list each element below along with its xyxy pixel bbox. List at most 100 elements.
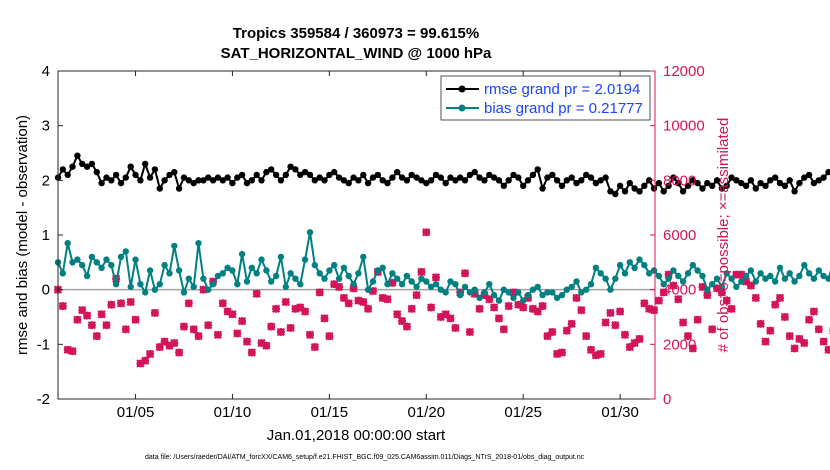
- rmse-point: [457, 174, 464, 181]
- rmse-point: [742, 182, 750, 189]
- rmse-point: [180, 174, 188, 181]
- right-y-tick-label: 10000: [663, 118, 705, 135]
- bias-point: [277, 253, 285, 261]
- rmse-point: [486, 171, 493, 179]
- bias-point: [529, 286, 537, 293]
- obs-assimilated-point: [194, 332, 203, 341]
- bias-point: [117, 253, 125, 261]
- obs-assimilated-point: [325, 332, 334, 341]
- rmse-point: [607, 188, 614, 195]
- bias-point: [675, 272, 682, 280]
- obs-assimilated-point: [189, 325, 198, 334]
- bias-point: [524, 291, 532, 299]
- bias-point: [539, 291, 546, 299]
- rmse-point: [738, 179, 745, 187]
- rmse-point: [791, 188, 798, 195]
- bias-point: [287, 270, 294, 277]
- obs-assimilated-point: [553, 349, 562, 359]
- right-y-tick-label: 2000: [663, 336, 696, 353]
- rmse-point: [316, 174, 323, 181]
- bias-point: [340, 264, 348, 271]
- obs-assimilated-point: [330, 280, 339, 289]
- rmse-point: [297, 171, 304, 179]
- bias-point: [398, 281, 406, 288]
- bias-point: [74, 256, 81, 263]
- obs-assimilated-point: [320, 314, 329, 323]
- obs-assimilated-point: [417, 267, 426, 277]
- obs-assimilated-point: [271, 304, 281, 313]
- rmse-point: [709, 182, 716, 189]
- bias-point: [641, 261, 648, 269]
- obs-assimilated-point: [708, 325, 717, 334]
- rmse-point: [142, 160, 149, 168]
- bias-point: [243, 278, 251, 285]
- obs-assimilated-point: [543, 332, 552, 341]
- bias-point: [195, 240, 202, 247]
- obs-assimilated-point: [499, 325, 508, 334]
- bias-point: [728, 275, 735, 282]
- bias-point: [500, 286, 507, 293]
- obs-assimilated-point: [620, 330, 630, 339]
- obs-assimilated-point: [470, 289, 479, 298]
- obs-assimilated-point: [446, 314, 455, 323]
- bias-point: [190, 283, 197, 291]
- bias-point: [69, 259, 76, 266]
- rmse-point: [786, 177, 793, 184]
- bias-point: [646, 270, 653, 277]
- left-y-tick-label: 0: [42, 282, 50, 299]
- bias-point: [151, 286, 159, 293]
- obs-assimilated-point: [393, 310, 402, 319]
- rmse-point: [510, 171, 517, 179]
- rmse-point: [418, 177, 425, 184]
- rmse-point: [248, 177, 255, 184]
- right-y-tick-label: 8000: [663, 172, 696, 189]
- bias-point: [597, 270, 604, 277]
- bias-point: [738, 278, 745, 285]
- right-y-tick-label: 12000: [663, 63, 705, 80]
- rmse-point: [394, 168, 401, 176]
- bias-point: [772, 278, 779, 285]
- obs-assimilated-point: [354, 296, 363, 305]
- bias-point: [791, 278, 798, 285]
- rmse-point: [238, 171, 246, 179]
- bias-point: [621, 270, 629, 277]
- obs-assimilated-point: [136, 359, 145, 368]
- right-y-tick-label: 0: [663, 391, 671, 408]
- rmse-point: [655, 179, 663, 187]
- obs-assimilated-point: [572, 293, 581, 302]
- obs-assimilated-point: [218, 299, 227, 308]
- obs-assimilated-point: [102, 321, 111, 330]
- rmse-point: [83, 163, 91, 170]
- rmse-point: [369, 174, 377, 181]
- obs-assimilated-point: [310, 342, 319, 352]
- rmse-point: [195, 177, 202, 184]
- bias-point: [142, 289, 149, 296]
- obs-assimilated-point: [761, 337, 770, 346]
- bias-point: [650, 267, 658, 274]
- left-y-tick-label: 2: [42, 172, 50, 189]
- obs-assimilated-point: [126, 297, 135, 307]
- bias-point: [694, 267, 701, 274]
- rmse-point: [151, 166, 159, 173]
- rmse-point: [272, 171, 280, 179]
- rmse-point: [205, 174, 212, 181]
- bias-point: [437, 286, 444, 293]
- rmse-point: [79, 160, 86, 168]
- bias-point: [132, 256, 139, 263]
- bias-point: [122, 248, 129, 255]
- rmse-point: [146, 174, 154, 181]
- rmse-point: [209, 177, 217, 184]
- obs-assimilated-point: [204, 321, 213, 330]
- bias-point: [578, 289, 585, 296]
- bias-point: [234, 281, 241, 288]
- rmse-point: [500, 182, 507, 189]
- obs-assimilated-point: [155, 342, 164, 352]
- rmse-point: [268, 166, 275, 173]
- bias-point: [200, 275, 207, 282]
- rmse-point: [747, 177, 755, 184]
- rmse-point: [650, 185, 658, 192]
- obs-assimilated-point: [586, 345, 596, 354]
- rmse-point: [592, 179, 600, 187]
- rmse-point: [190, 179, 197, 187]
